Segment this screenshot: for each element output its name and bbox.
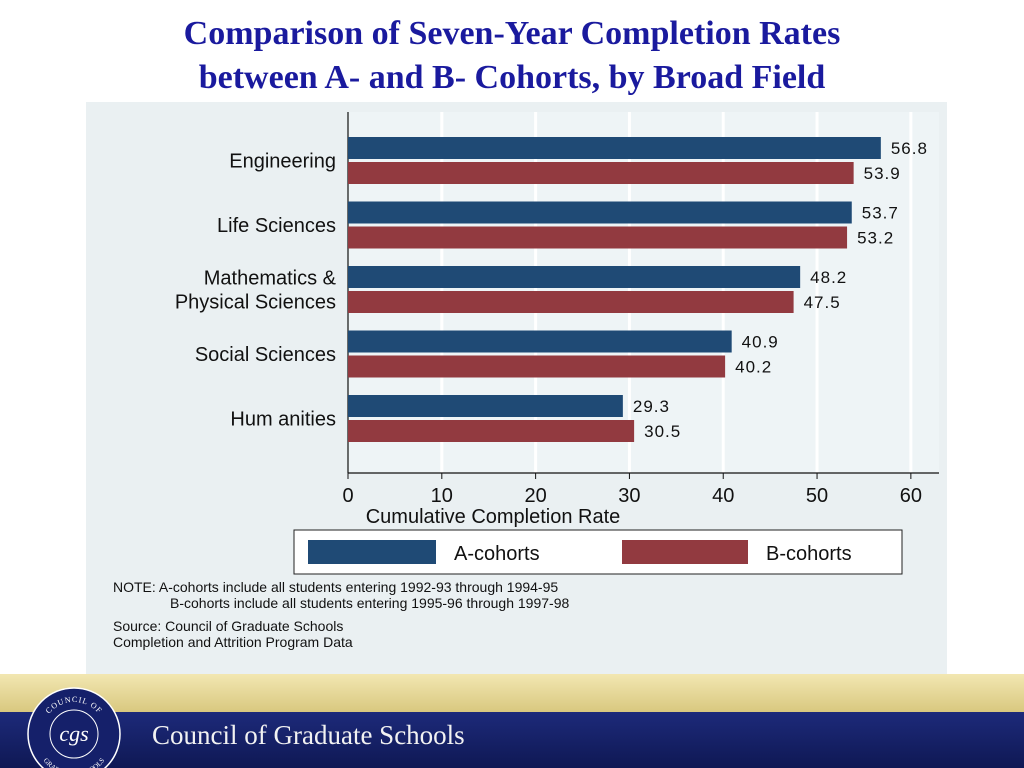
x-tick-label: 0 — [342, 485, 353, 507]
bar-value-label: 30.5 — [644, 422, 681, 441]
note-line-2: B-cohorts include all students entering … — [170, 595, 569, 611]
legend: A-cohorts B-cohorts — [293, 529, 903, 575]
category-label: Engineering — [229, 151, 336, 173]
bar-value-label: 40.9 — [742, 333, 779, 352]
x-tick-label: 60 — [900, 485, 922, 507]
footer-gold-band — [0, 674, 1024, 712]
category-label: Hum anities — [230, 409, 336, 431]
bar-value-label: 40.2 — [735, 358, 772, 377]
chart-panel: Engineering Life Sciences Mathematics & Phy… — [86, 102, 947, 674]
source-line-1: Source: Council of Graduate Schools — [113, 618, 343, 634]
legend-label-b-cohorts: B-cohorts — [766, 543, 852, 565]
bar-b-cohorts — [348, 291, 794, 313]
bar-a-cohorts — [348, 266, 801, 288]
bar-value-label: 48.2 — [810, 268, 847, 287]
category-labels: Engineering Life Sciences Mathematics &Phy… — [175, 151, 337, 431]
source-line-2: Completion and Attrition Program Data — [113, 634, 353, 650]
title-line-1: Comparison of Seven-Year Completion Rate… — [183, 15, 841, 52]
category-label: Mathematics & — [204, 268, 337, 290]
category-label: Life Sciences — [217, 215, 336, 237]
bar-b-cohorts — [348, 420, 635, 442]
bar-a-cohorts — [348, 201, 852, 224]
x-tick-label: 30 — [618, 485, 640, 507]
x-axis-label: Cumulative Completion Rate — [366, 506, 621, 528]
x-tick-label: 10 — [431, 485, 453, 507]
category-label: Social Sciences — [195, 344, 336, 366]
x-tick-label: 20 — [524, 485, 546, 507]
note-line-1: NOTE: A-cohorts include all students ent… — [113, 579, 558, 595]
bar-chart: Engineering Life Sciences Mathematics &Phy… — [113, 112, 939, 650]
bar-value-label: 53.2 — [857, 229, 894, 248]
chart-notes: NOTE: A-cohorts include all students ent… — [113, 579, 569, 650]
category-label: Physical Sciences — [175, 292, 336, 314]
legend-label-a-cohorts: A-cohorts — [454, 543, 540, 565]
footer-blue-band — [0, 712, 1024, 768]
bar-b-cohorts — [348, 226, 848, 249]
bar-value-label: 53.7 — [862, 204, 899, 223]
title-line-2: between A- and B- Cohorts, by Broad Fiel… — [198, 59, 826, 96]
slide-title: Comparison of Seven-Year Completion Rate… — [0, 12, 1024, 100]
bar-a-cohorts — [348, 330, 732, 353]
bar-b-cohorts — [348, 162, 854, 184]
cgs-seal-logo: COUNCIL OF cgs GRADUATE SCHOOLS — [22, 684, 126, 768]
bar-b-cohorts — [348, 355, 726, 378]
bar-value-label: 56.8 — [891, 139, 928, 158]
seal-monogram: cgs — [59, 721, 88, 746]
x-tick-labels: 0 10 20 30 40 50 60 — [342, 485, 922, 507]
bar-a-cohorts — [348, 395, 623, 417]
bars — [348, 137, 881, 442]
bar-a-cohorts — [348, 137, 881, 159]
x-tick-label: 40 — [712, 485, 734, 507]
bar-value-label: 53.9 — [864, 164, 901, 183]
bar-value-label: 47.5 — [804, 293, 841, 312]
value-labels: 56.8 53.9 53.7 53.2 48.2 47.5 40.9 40.2 29.3 30.5 — [633, 139, 928, 441]
bar-value-label: 29.3 — [633, 397, 670, 416]
x-tick-label: 50 — [806, 485, 828, 507]
footer-org-name: Council of Graduate Schools — [152, 720, 465, 750]
legend-swatch-b-cohorts — [622, 540, 748, 564]
legend-swatch-a-cohorts — [308, 540, 436, 564]
